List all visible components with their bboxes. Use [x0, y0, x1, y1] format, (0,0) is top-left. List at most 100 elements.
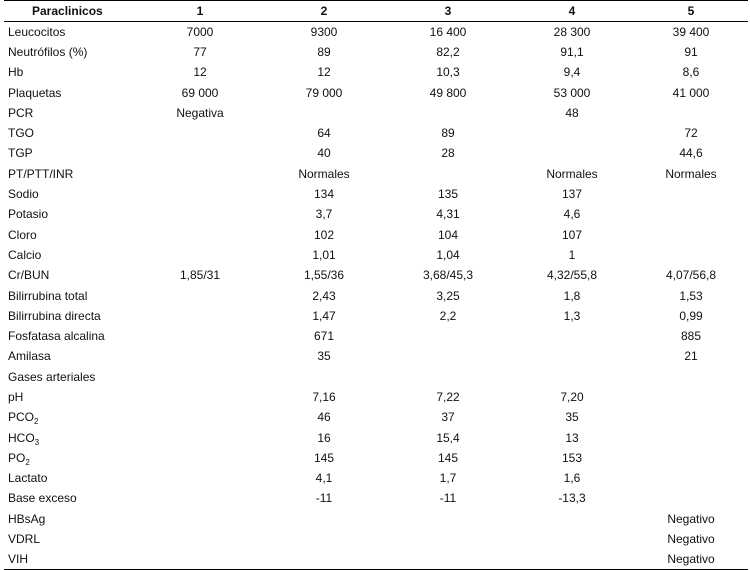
table-cell-col-2: -11 — [315, 491, 333, 506]
row-label-text: Hb — [8, 65, 24, 80]
table-cell-col-1: Negativa — [176, 105, 224, 120]
table-cell-col-5: 0,99 — [679, 308, 703, 323]
table-row: Leucocitos 7000 9300 16 400 28 300 39 400 — [4, 22, 748, 42]
table-cell-col-1 — [138, 285, 262, 305]
table-cell-col-5 — [634, 468, 748, 488]
table-cell-col-1 — [138, 468, 262, 488]
table-cell-col-3 — [386, 509, 510, 529]
table-cell-col-5 — [634, 184, 748, 204]
table-cell-col-4: 91,1 — [560, 44, 584, 59]
table-cell-col-3: 4,31 — [436, 207, 460, 222]
row-label-text: Neutrófilos (%) — [8, 44, 88, 59]
table-cell-col-1 — [138, 407, 262, 427]
table-cell-col-1 — [138, 306, 262, 326]
row-label-text: Gases arteriales — [8, 369, 96, 384]
table-row: Hb 12 12 10,3 9,4 8,6 — [4, 62, 748, 82]
table-cell-col-2: 35 — [317, 349, 331, 364]
row-label-text: Sodio — [8, 187, 39, 202]
row-label: pH — [4, 387, 138, 407]
table-cell-col-5: 72 — [684, 126, 698, 141]
row-label: Base exceso — [4, 488, 138, 508]
table-row: Calcio 1,01 1,04 1 — [4, 245, 748, 265]
table-cell-col-2: 134 — [313, 187, 335, 202]
table-cell-col-5 — [634, 407, 748, 427]
table-cell-col-5: Negativo — [667, 511, 715, 526]
row-label: PCR — [4, 103, 138, 123]
table-cell-col-1 — [138, 549, 262, 570]
table-cell-col-4 — [510, 529, 634, 549]
table-cell-col-1 — [138, 245, 262, 265]
row-label: VDRL — [4, 529, 138, 549]
table-cell-col-5 — [634, 448, 748, 468]
row-label-text: Amilasa — [8, 349, 51, 364]
column-header-3: 3 — [386, 0, 510, 22]
table-cell-col-4: 4,32/55,8 — [546, 268, 598, 283]
table-cell-col-4 — [510, 123, 634, 143]
table-cell-col-1: 69 000 — [181, 85, 219, 100]
table-cell-col-3: 104 — [437, 227, 459, 242]
table-cell-col-2 — [262, 103, 386, 123]
row-label-text: VDRL — [8, 532, 41, 547]
table-cell-col-4: Normales — [546, 166, 598, 181]
row-label: PT/PTT/INR — [4, 164, 138, 184]
table-cell-col-4: 7,20 — [560, 389, 584, 404]
row-label-text: Potasio — [8, 207, 49, 222]
row-label-text: HBsAg — [8, 511, 46, 526]
row-label: Cloro — [4, 224, 138, 244]
row-label-text: Fosfatasa alcalina — [8, 329, 105, 344]
table-cell-col-5 — [634, 488, 748, 508]
row-label: PO2 — [4, 448, 138, 468]
row-label: Lactato — [4, 468, 138, 488]
table-cell-col-5: Normales — [665, 166, 717, 181]
table-cell-col-1 — [138, 204, 262, 224]
table-cell-col-5 — [634, 204, 748, 224]
table-cell-col-3: 28 — [441, 146, 455, 161]
table-cell-col-5: 91 — [684, 44, 698, 59]
table-cell-col-4: 9,4 — [563, 65, 581, 80]
row-label-text: Leucocitos — [8, 24, 66, 39]
table-cell-col-3 — [386, 549, 510, 570]
table-cell-col-2: 1,47 — [312, 308, 336, 323]
row-label-text: TGP — [8, 146, 33, 161]
table-row: Bilirrubina total 2,43 3,25 1,8 1,53 — [4, 285, 748, 305]
table-cell-col-2: Normales — [298, 166, 350, 181]
column-header-5: 5 — [634, 0, 748, 22]
column-header-paraclinicos: Paraclinicos — [4, 0, 138, 22]
row-label: HBsAg — [4, 509, 138, 529]
row-label-text: HCO — [8, 430, 35, 445]
table-cell-col-4: -13,3 — [558, 491, 586, 506]
table-cell-col-1 — [138, 367, 262, 387]
row-label: Calcio — [4, 245, 138, 265]
table-cell-col-4: 35 — [565, 410, 579, 425]
table-cell-col-1 — [138, 164, 262, 184]
table-row: PCR Negativa 48 — [4, 103, 748, 123]
table-cell-col-4: 153 — [561, 450, 583, 465]
table-cell-col-2 — [262, 549, 386, 570]
row-label-text: Bilirrubina directa — [8, 308, 101, 323]
table-row: Potasio 3,7 4,31 4,6 — [4, 204, 748, 224]
table-cell-col-4: 1 — [568, 247, 576, 262]
table-cell-col-3 — [386, 164, 510, 184]
table-cell-col-4: 1,8 — [563, 288, 581, 303]
table-cell-col-1 — [138, 387, 262, 407]
table-cell-col-1 — [138, 326, 262, 346]
table-row: HBsAg Negativo — [4, 509, 748, 529]
table-row: Cr/BUN 1,85/31 1,55/36 3,68/45,3 4,32/55,8 4,… — [4, 265, 748, 285]
table-row: Gases arteriales — [4, 367, 748, 387]
row-label-text: PCO — [8, 410, 35, 425]
row-label: Plaquetas — [4, 82, 138, 102]
row-label: PCO2 — [4, 407, 138, 427]
row-label-text: PO — [8, 450, 26, 465]
table-cell-col-2: 89 — [317, 44, 331, 59]
table-cell-col-3: 15,4 — [436, 430, 460, 445]
table-cell-col-3: 145 — [437, 450, 459, 465]
table-cell-col-2: 102 — [313, 227, 335, 242]
row-label-text: Cr/BUN — [8, 268, 50, 283]
table-row: Neutrófilos (%) 77 89 82,2 91,1 91 — [4, 42, 748, 62]
table-row: PCO2 46 37 35 — [4, 407, 748, 427]
table-cell-col-3: -11 — [439, 491, 457, 506]
table-cell-col-1 — [138, 143, 262, 163]
table-cell-col-5: 8,6 — [682, 65, 700, 80]
table-cell-col-5: 39 400 — [672, 24, 710, 39]
table-cell-col-3: 1,7 — [439, 471, 457, 486]
